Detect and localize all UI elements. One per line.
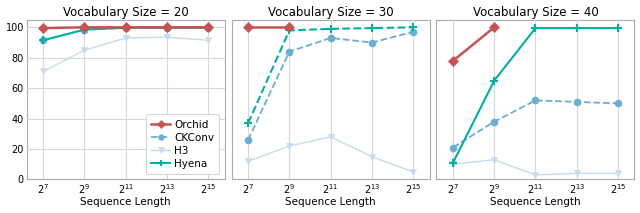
CKConv xyxy=(532,99,540,102)
Line: CKConv: CKConv xyxy=(449,97,621,151)
Line: H3: H3 xyxy=(449,156,621,178)
Line: CKConv: CKConv xyxy=(40,25,212,44)
Line: Orchid: Orchid xyxy=(449,24,498,64)
Line: Hyena: Hyena xyxy=(244,23,417,127)
Title: Vocabulary Size = 20: Vocabulary Size = 20 xyxy=(63,6,189,19)
Line: CKConv: CKConv xyxy=(244,28,417,143)
CKConv xyxy=(449,146,457,149)
Hyena xyxy=(327,27,335,30)
Line: Hyena: Hyena xyxy=(449,24,622,167)
Orchid xyxy=(285,26,293,29)
Line: H3: H3 xyxy=(40,34,212,75)
Hyena xyxy=(614,27,622,29)
Orchid xyxy=(490,26,498,29)
Orchid xyxy=(449,59,457,62)
Orchid xyxy=(81,26,88,29)
Line: Orchid: Orchid xyxy=(40,24,212,32)
Orchid xyxy=(244,26,252,29)
H3 xyxy=(368,155,376,158)
CKConv xyxy=(204,27,212,29)
Hyena xyxy=(163,26,171,29)
Hyena xyxy=(368,27,376,29)
CKConv xyxy=(368,41,376,44)
CKConv xyxy=(40,39,47,42)
H3 xyxy=(204,39,212,42)
H3 xyxy=(490,158,498,161)
Hyena xyxy=(204,26,212,29)
CKConv xyxy=(163,27,171,29)
H3 xyxy=(81,49,88,51)
Title: Vocabulary Size = 30: Vocabulary Size = 30 xyxy=(268,6,394,19)
Orchid xyxy=(163,26,171,29)
X-axis label: Sequence Length: Sequence Length xyxy=(490,197,580,207)
H3 xyxy=(163,36,171,39)
Hyena xyxy=(449,161,457,164)
H3 xyxy=(244,160,252,163)
Hyena xyxy=(490,79,498,82)
CKConv xyxy=(122,27,129,29)
Orchid xyxy=(122,26,129,29)
Line: Hyena: Hyena xyxy=(39,23,212,45)
Legend: Orchid, CKConv, H3, Hyena: Orchid, CKConv, H3, Hyena xyxy=(146,114,220,174)
Line: H3: H3 xyxy=(244,133,417,175)
H3 xyxy=(573,172,580,175)
H3 xyxy=(40,70,47,73)
CKConv xyxy=(244,139,252,141)
CKConv xyxy=(327,37,335,39)
H3 xyxy=(327,136,335,138)
H3 xyxy=(285,145,293,147)
Line: Orchid: Orchid xyxy=(244,24,293,31)
Hyena xyxy=(409,26,417,29)
CKConv xyxy=(409,31,417,33)
Hyena xyxy=(285,29,293,32)
CKConv xyxy=(81,28,88,31)
CKConv xyxy=(573,101,580,103)
H3 xyxy=(122,37,129,39)
Orchid xyxy=(40,27,47,29)
X-axis label: Sequence Length: Sequence Length xyxy=(285,197,376,207)
Hyena xyxy=(532,27,540,29)
H3 xyxy=(614,172,622,175)
H3 xyxy=(449,163,457,166)
H3 xyxy=(532,174,540,176)
Hyena xyxy=(244,122,252,124)
X-axis label: Sequence Length: Sequence Length xyxy=(81,197,171,207)
Title: Vocabulary Size = 40: Vocabulary Size = 40 xyxy=(472,6,598,19)
Orchid xyxy=(204,26,212,29)
Hyena xyxy=(81,28,88,31)
H3 xyxy=(409,171,417,173)
CKConv xyxy=(614,102,622,105)
CKConv xyxy=(490,120,498,123)
CKConv xyxy=(285,50,293,53)
Hyena xyxy=(122,26,129,29)
Hyena xyxy=(40,39,47,42)
Hyena xyxy=(573,27,580,29)
